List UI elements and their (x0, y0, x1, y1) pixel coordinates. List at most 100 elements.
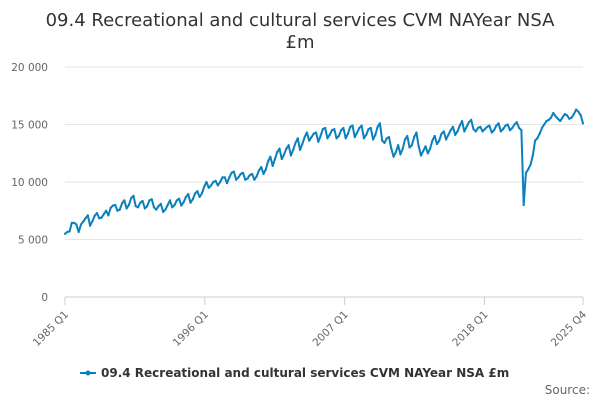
data-point[interactable] (524, 171, 528, 174)
data-point[interactable] (476, 126, 480, 130)
data-point[interactable] (472, 128, 475, 131)
data-point[interactable] (98, 217, 101, 220)
data-point[interactable] (235, 178, 238, 181)
data-point[interactable] (175, 199, 178, 202)
data-point[interactable] (230, 171, 233, 174)
data-point[interactable] (492, 129, 496, 132)
data-point[interactable] (212, 180, 215, 184)
data-point[interactable] (467, 121, 470, 124)
data-point[interactable] (189, 201, 192, 204)
data-point[interactable] (205, 180, 208, 184)
data-point[interactable] (301, 142, 304, 146)
data-point[interactable] (109, 206, 112, 209)
data-point[interactable] (456, 130, 459, 133)
data-point[interactable] (219, 180, 222, 184)
data-point[interactable] (408, 146, 411, 149)
data-point[interactable] (228, 176, 231, 179)
data-point[interactable] (134, 205, 137, 208)
data-point[interactable] (360, 124, 363, 127)
data-point[interactable] (200, 192, 204, 195)
data-point[interactable] (91, 220, 94, 223)
data-point[interactable] (385, 137, 388, 140)
data-point[interactable] (314, 131, 318, 134)
data-point[interactable] (399, 153, 402, 156)
data-point[interactable] (239, 172, 242, 176)
data-point[interactable] (130, 197, 133, 200)
data-point[interactable] (100, 216, 103, 219)
data-point[interactable] (282, 153, 286, 156)
data-point[interactable] (444, 138, 448, 141)
data-point[interactable] (262, 172, 265, 176)
data-point[interactable] (577, 110, 580, 113)
data-point[interactable] (159, 202, 162, 205)
data-point[interactable] (221, 176, 224, 179)
data-point[interactable] (581, 122, 585, 125)
data-point[interactable] (79, 223, 83, 226)
data-point[interactable] (82, 220, 85, 223)
data-point[interactable] (497, 122, 500, 125)
data-point[interactable] (305, 131, 308, 134)
data-point[interactable] (536, 137, 539, 140)
data-point[interactable] (289, 154, 293, 157)
data-point[interactable] (278, 147, 281, 150)
data-point[interactable] (575, 108, 578, 111)
data-point[interactable] (570, 116, 573, 119)
data-point[interactable] (579, 114, 582, 117)
data-point[interactable] (465, 125, 468, 128)
data-point[interactable] (141, 199, 144, 203)
data-point[interactable] (369, 126, 372, 130)
data-point[interactable] (95, 211, 99, 215)
data-point[interactable] (104, 209, 108, 212)
data-point[interactable] (182, 201, 185, 204)
data-point[interactable] (166, 203, 169, 207)
data-point[interactable] (184, 195, 188, 199)
data-point[interactable] (68, 230, 71, 233)
data-point[interactable] (522, 203, 525, 207)
data-point[interactable] (241, 171, 245, 174)
data-point[interactable] (150, 198, 153, 201)
data-point[interactable] (164, 208, 167, 211)
data-point[interactable] (488, 124, 491, 127)
data-point[interactable] (458, 124, 461, 127)
data-point[interactable] (209, 184, 213, 187)
data-point[interactable] (362, 137, 366, 140)
data-point[interactable] (474, 130, 477, 133)
data-point[interactable] (401, 147, 404, 150)
data-point[interactable] (422, 149, 425, 153)
data-point[interactable] (531, 154, 534, 157)
data-point[interactable] (116, 209, 119, 212)
data-point[interactable] (125, 207, 128, 210)
data-point[interactable] (417, 145, 420, 148)
data-point[interactable] (255, 175, 258, 178)
data-point[interactable] (276, 151, 279, 154)
data-point[interactable] (328, 133, 331, 136)
data-point[interactable] (63, 232, 67, 235)
data-point[interactable] (292, 148, 295, 151)
data-point[interactable] (77, 230, 80, 234)
data-point[interactable] (410, 144, 413, 147)
data-point[interactable] (529, 163, 532, 166)
data-point[interactable] (143, 207, 146, 210)
data-point[interactable] (294, 141, 297, 144)
data-point[interactable] (451, 125, 455, 128)
data-point[interactable] (136, 206, 140, 209)
data-point[interactable] (545, 119, 548, 123)
data-point[interactable] (155, 208, 158, 211)
data-point[interactable] (285, 147, 288, 150)
data-point[interactable] (358, 126, 361, 130)
data-point[interactable] (371, 138, 375, 141)
data-point[interactable] (568, 117, 571, 120)
data-point[interactable] (390, 147, 393, 150)
data-point[interactable] (303, 136, 306, 139)
data-point[interactable] (438, 139, 441, 142)
data-point[interactable] (157, 205, 160, 208)
data-point[interactable] (561, 116, 564, 119)
data-point[interactable] (376, 125, 379, 128)
data-point[interactable] (114, 203, 117, 207)
data-point[interactable] (317, 140, 320, 143)
data-point[interactable] (148, 199, 151, 202)
data-point[interactable] (429, 147, 432, 150)
data-point[interactable] (287, 144, 290, 147)
data-point[interactable] (392, 155, 395, 158)
data-point[interactable] (244, 178, 247, 181)
